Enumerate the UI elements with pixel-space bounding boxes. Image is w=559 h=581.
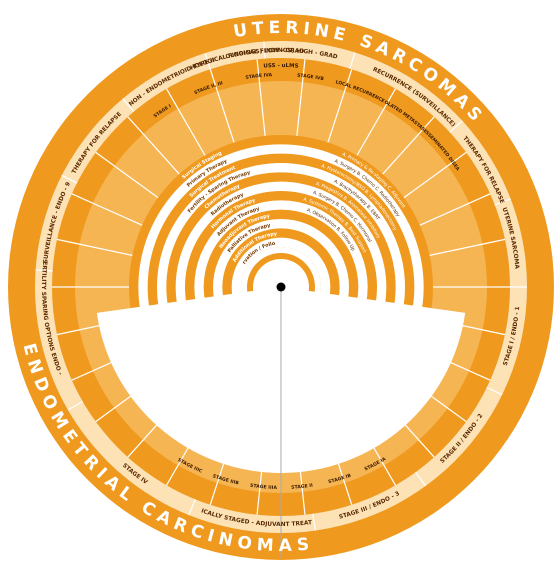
section-divider <box>415 471 427 487</box>
subtitle: USS - uLMS <box>263 62 299 69</box>
background <box>8 14 554 560</box>
column-header: STAGE IVB <box>297 72 325 82</box>
column-header: STAGE II <box>291 482 313 490</box>
spoke <box>403 151 467 199</box>
section-divider <box>263 41 266 59</box>
section-divider <box>449 120 463 133</box>
section-divider <box>61 174 78 184</box>
section-divider <box>35 269 53 272</box>
spoke <box>256 59 266 136</box>
spoke <box>127 116 180 175</box>
spoke <box>56 238 133 256</box>
spoke <box>71 193 143 226</box>
section-divider <box>494 198 511 206</box>
section-divider <box>122 98 135 112</box>
section-divider <box>188 499 196 516</box>
spoke <box>429 238 506 256</box>
spoke <box>95 151 159 199</box>
section-divider <box>204 52 211 70</box>
subtitle: USS - uLMS <box>263 62 299 69</box>
spoke <box>382 116 435 175</box>
section-divider <box>67 400 83 411</box>
section-divider <box>349 52 356 69</box>
column-header: STAGE IVA <box>245 72 273 81</box>
section-divider <box>312 513 316 531</box>
spoke <box>327 69 353 143</box>
center-dot <box>276 282 286 292</box>
section-divider <box>486 386 503 396</box>
column-header: STAGE IVB <box>297 72 325 82</box>
spoke <box>165 88 206 156</box>
spoke <box>356 88 397 156</box>
column-header: STAGE II <box>291 482 313 490</box>
column-header: STAGE IVA <box>245 72 273 81</box>
column-header: STAGE IIIA <box>250 482 278 490</box>
spoke <box>209 69 235 143</box>
column-header: STAGE IIIA <box>250 482 278 490</box>
spoke <box>419 193 491 226</box>
spoke <box>296 59 306 136</box>
